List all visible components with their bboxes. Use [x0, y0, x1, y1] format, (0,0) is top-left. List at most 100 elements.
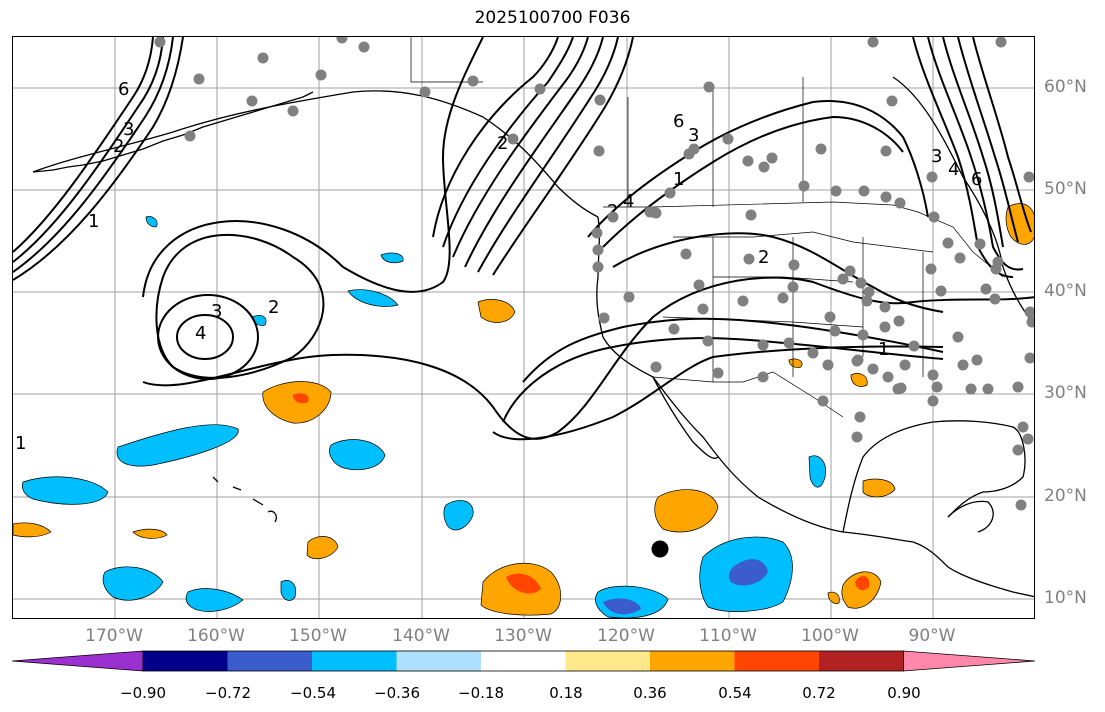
station-dots [154, 37, 1034, 511]
station-dot [287, 105, 299, 117]
lat-label: 40°N [1044, 281, 1087, 301]
station-dot [246, 95, 258, 107]
contour-label: 3 [931, 146, 942, 167]
station-dot [703, 81, 715, 93]
station-dot [879, 301, 891, 313]
station-dot [952, 331, 964, 343]
contour-label: 4 [195, 323, 206, 344]
colorbar-segment [396, 651, 482, 671]
station-dot [879, 321, 891, 333]
contour-label: 6 [673, 111, 684, 132]
neg-anomaly-blob [185, 588, 244, 612]
pos-anomaly-blob [850, 373, 868, 387]
colorbar-tick-label: −0.36 [374, 684, 420, 702]
colorbar-tick-label: 0.90 [887, 684, 921, 702]
station-dot [829, 325, 841, 337]
colorbar-segment [481, 651, 566, 671]
station-dot [607, 211, 619, 223]
pos-anomaly-blob [477, 299, 516, 323]
station-dot [957, 359, 969, 371]
colorbar-tick-label: −0.18 [458, 684, 504, 702]
anomaly-shading [13, 203, 1034, 618]
station-dot [863, 286, 875, 298]
station-dot [980, 283, 992, 295]
station-dot [1022, 433, 1034, 445]
station-dot [697, 303, 709, 315]
station-dot [854, 411, 866, 423]
station-dot [927, 369, 939, 381]
neg-anomaly-blob [280, 580, 297, 601]
station-dot [592, 261, 604, 273]
station-dot [965, 383, 977, 395]
station-dot [935, 285, 947, 297]
station-dot [954, 252, 966, 264]
contour-label: 2 [607, 201, 618, 222]
station-dot [154, 37, 166, 48]
station-dot [766, 152, 778, 164]
station-dot [925, 263, 937, 275]
lon-label: 130°W [494, 626, 552, 646]
contour-label: 6 [118, 79, 129, 100]
lon-label: 170°W [85, 626, 143, 646]
contour-label: 1 [15, 433, 26, 454]
station-dot [1024, 306, 1034, 318]
station-dot [737, 295, 749, 307]
colorbar-tick-label: 0.18 [549, 684, 583, 702]
pos-anomaly-blob [132, 528, 168, 539]
station-dot [742, 155, 754, 167]
lon-label: 120°W [597, 626, 655, 646]
lon-label: 160°W [187, 626, 245, 646]
neg-anomaly-blob [102, 566, 164, 601]
station-dot [683, 148, 695, 160]
colorbar-segment [143, 651, 228, 671]
colorbar-frame [142, 650, 904, 672]
station-dot [817, 395, 829, 407]
contour-label: 4 [948, 159, 959, 180]
colorbar-tick-label: −0.54 [290, 684, 336, 702]
pos-anomaly-blob [262, 381, 332, 424]
station-dot [931, 381, 943, 393]
storm-center-dot [651, 540, 669, 558]
station-dot [1012, 381, 1024, 393]
station-dot [593, 145, 605, 157]
station-dot [592, 244, 604, 256]
pos-anomaly-blob [855, 575, 870, 591]
station-dot [867, 37, 879, 48]
map-canvas: 6 3 2 1 2 3 4 6 1 2 3 4 2 1 2 3 4 6 1 [13, 37, 1034, 618]
station-dot [992, 256, 1004, 268]
station-dot [892, 383, 904, 395]
station-dot [507, 133, 519, 145]
colorbar-segment [734, 651, 820, 671]
station-dot [1015, 499, 1027, 511]
station-dot [1012, 444, 1024, 456]
station-dot [591, 227, 603, 239]
colorbar-tick-label: 0.54 [718, 684, 752, 702]
neg-anomaly-blob [21, 476, 109, 505]
neg-anomaly-blob [728, 559, 768, 586]
lat-label: 20°N [1044, 486, 1087, 506]
station-dot [926, 171, 938, 183]
pos-anomaly-blob [654, 489, 719, 533]
station-dot [928, 211, 940, 223]
map-panel: 6 3 2 1 2 3 4 6 1 2 3 4 2 1 2 3 4 6 1 [12, 36, 1035, 619]
contour-label: 2 [268, 297, 279, 318]
station-dot [989, 293, 1001, 305]
neg-anomaly-blob [808, 455, 826, 488]
pos-anomaly-blob [293, 393, 309, 404]
station-dot [837, 273, 849, 285]
station-dot [927, 395, 939, 407]
map-title: 2025100700 F036 [474, 8, 631, 28]
station-dot [257, 52, 269, 64]
station-dot [184, 130, 196, 142]
colorbar [11, 650, 1036, 672]
station-dot [857, 329, 869, 341]
station-dot [664, 187, 676, 199]
station-dot [758, 161, 770, 173]
station-dot [893, 315, 905, 327]
station-dot [974, 238, 986, 250]
pos-anomaly-blob [306, 536, 339, 560]
colorbar-segment [819, 651, 904, 671]
colorbar-segment [565, 651, 651, 671]
station-dot [598, 312, 610, 324]
neg-anomaly-blob [443, 500, 474, 531]
